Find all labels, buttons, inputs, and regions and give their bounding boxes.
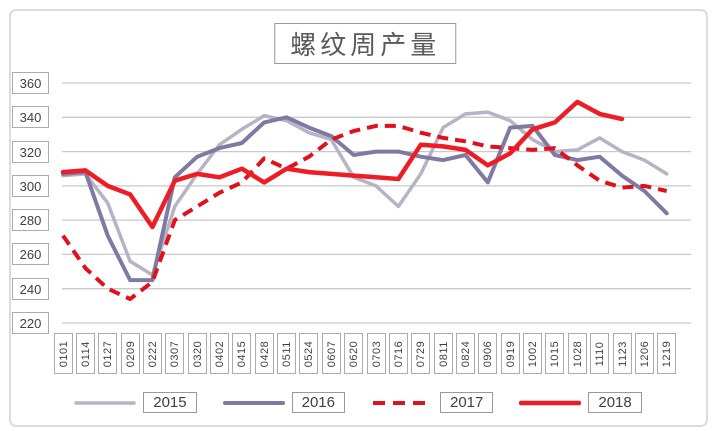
x-tick-label: 0101 bbox=[54, 333, 73, 374]
x-tick-label-text: 0402 bbox=[213, 340, 226, 367]
x-tick-label: 1028 bbox=[568, 333, 587, 374]
x-tick-label-text: 0607 bbox=[325, 340, 338, 367]
series-line-2017 bbox=[61, 123, 668, 301]
x-tick-label-text: 0307 bbox=[168, 340, 181, 367]
x-tick-label: 0402 bbox=[210, 333, 229, 374]
x-tick-label: 1110 bbox=[590, 333, 609, 374]
x-tick-label-text: 1002 bbox=[526, 340, 539, 367]
x-tick-label: 0511 bbox=[277, 333, 296, 374]
legend-item-2016: 2016 bbox=[222, 392, 345, 413]
legend-label: 2018 bbox=[588, 392, 642, 413]
x-tick-label: 0114 bbox=[76, 333, 95, 374]
x-tick-label-text: 0906 bbox=[481, 340, 494, 367]
x-tick-label: 1219 bbox=[657, 333, 676, 374]
series-line-2015 bbox=[61, 110, 669, 277]
x-tick-label: 0209 bbox=[121, 333, 140, 374]
x-tick-label-text: 0524 bbox=[302, 340, 315, 367]
x-tick-label-text: 1015 bbox=[548, 340, 561, 367]
x-tick-label: 0824 bbox=[456, 333, 475, 374]
x-tick-label-text: 0919 bbox=[504, 340, 517, 367]
x-tick-label-text: 0824 bbox=[459, 340, 472, 367]
x-tick-label: 0716 bbox=[389, 333, 408, 374]
y-tick-label: 360 bbox=[12, 72, 49, 94]
x-tick-label: 0607 bbox=[322, 333, 341, 374]
x-tick-label: 0127 bbox=[98, 333, 117, 374]
series-line-2016 bbox=[61, 115, 669, 283]
x-tick-label: 0620 bbox=[344, 333, 363, 374]
y-tick-label: 260 bbox=[12, 243, 49, 265]
x-tick-label-text: 0620 bbox=[347, 340, 360, 367]
legend-line-sample bbox=[74, 400, 136, 405]
y-tick-label: 320 bbox=[12, 141, 49, 163]
legend-line-sample bbox=[222, 400, 285, 405]
x-tick-label: 0307 bbox=[165, 333, 184, 374]
y-tick-label: 340 bbox=[12, 106, 49, 128]
x-tick-label-text: 0729 bbox=[414, 340, 427, 367]
y-tick-label: 300 bbox=[12, 175, 49, 197]
x-tick-label-text: 0114 bbox=[79, 340, 92, 367]
x-tick-label: 0729 bbox=[411, 333, 430, 374]
x-tick-label: 0703 bbox=[367, 333, 386, 374]
legend: 2015 2016 2017 2018 bbox=[0, 392, 716, 413]
x-tick-label: 0524 bbox=[299, 333, 318, 374]
legend-line-sample bbox=[373, 400, 431, 405]
x-tick-label-text: 0716 bbox=[392, 340, 405, 367]
x-tick-label-text: 1123 bbox=[616, 340, 629, 367]
series-line-2018 bbox=[60, 99, 625, 230]
legend-label: 2017 bbox=[440, 392, 494, 413]
x-tick-label: 1123 bbox=[613, 333, 632, 374]
legend-line-sample bbox=[519, 400, 582, 405]
x-tick-label-text: 0415 bbox=[235, 340, 248, 367]
x-tick-label-text: 0222 bbox=[146, 340, 159, 367]
x-tick-label: 1015 bbox=[545, 333, 564, 374]
x-tick-label-text: 0320 bbox=[191, 340, 204, 367]
x-tick-label: 0320 bbox=[188, 333, 207, 374]
x-tick-label: 0428 bbox=[255, 333, 274, 374]
x-tick-label: 1206 bbox=[635, 333, 654, 374]
x-tick-label: 0906 bbox=[478, 333, 497, 374]
x-tick-label-text: 0127 bbox=[101, 340, 114, 367]
x-tick-label-text: 0811 bbox=[437, 340, 450, 367]
x-tick-label-text: 0428 bbox=[258, 340, 271, 367]
x-tick-label-text: 1206 bbox=[638, 340, 651, 367]
x-tick-label-text: 1028 bbox=[571, 340, 584, 367]
x-tick-label-text: 0101 bbox=[57, 340, 70, 367]
x-tick-label-text: 0703 bbox=[370, 340, 383, 367]
y-tick-label: 240 bbox=[12, 278, 49, 300]
x-tick-label: 0222 bbox=[143, 333, 162, 374]
chart-title: 螺纹周产量 bbox=[274, 23, 457, 64]
x-tick-label-text: 1110 bbox=[593, 341, 606, 366]
x-tick-label-text: 0511 bbox=[280, 340, 293, 367]
legend-label: 2016 bbox=[291, 392, 345, 413]
legend-label: 2015 bbox=[143, 392, 197, 413]
x-tick-label: 1002 bbox=[523, 333, 542, 374]
legend-item-2017: 2017 bbox=[371, 392, 494, 413]
x-tick-label: 0919 bbox=[501, 333, 520, 374]
x-tick-label-text: 1219 bbox=[660, 340, 673, 367]
legend-item-2018: 2018 bbox=[519, 392, 642, 413]
y-tick-label: 280 bbox=[12, 209, 49, 231]
x-tick-label-text: 0209 bbox=[124, 340, 137, 367]
legend-item-2015: 2015 bbox=[74, 392, 197, 413]
y-tick-label: 220 bbox=[12, 312, 49, 334]
x-tick-label: 0811 bbox=[434, 333, 453, 374]
x-tick-label: 0415 bbox=[232, 333, 251, 374]
